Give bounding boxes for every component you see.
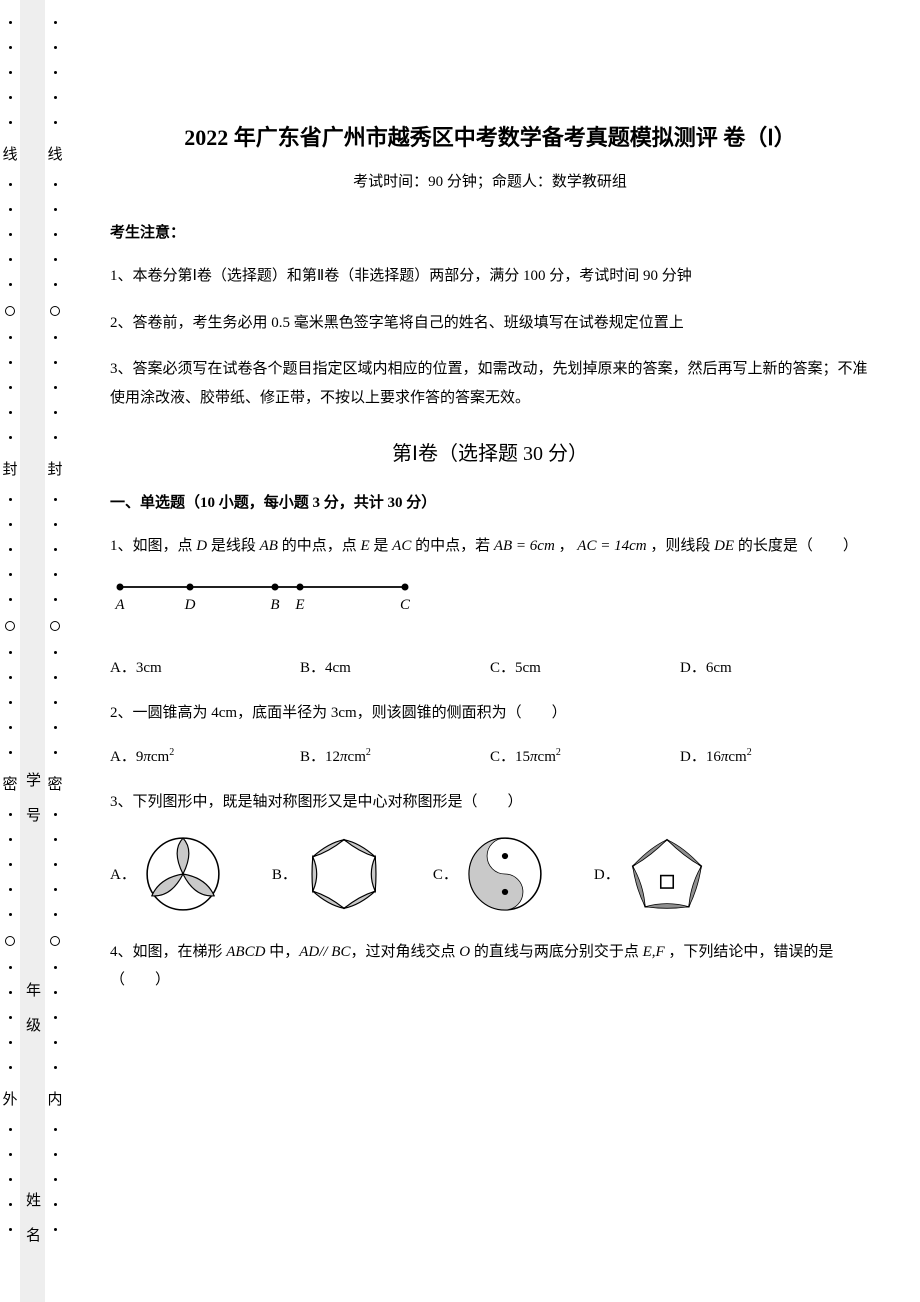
hexagon-arcs-icon [305,835,383,913]
notice-heading: 考生注意： [110,221,870,242]
svg-text:E: E [294,597,304,613]
q1-AB: AB [260,538,278,554]
q4-ABCD: ABCD [226,944,265,960]
q4-EF: E,F [643,944,665,960]
q1-text: 的中点，点 [278,538,361,554]
q2-opt-c: C．15πcm2 [490,745,680,766]
exam-subtitle: 考试时间：90 分钟；命题人：数学教研组 [110,170,870,191]
q2-opt-a: A．9πcm2 [110,745,300,766]
q3-options: A． B． [110,835,870,913]
notice-item-3: 3、答案必须写在试卷各个题目指定区域内相应的位置，如需改动，先划掉原来的答案，然… [110,355,870,412]
outer-dot-column: 线封密外 [0,0,20,1302]
section-1-title: 第Ⅰ卷（选择题 30 分） [110,437,870,466]
svg-text:C: C [400,597,410,613]
q4-text: 的直线与两底分别交于点 [470,944,643,960]
yinyang-icon [466,835,544,913]
q1-text: 1、如图，点 [110,538,196,554]
q1-text: 的中点，若 [411,538,494,554]
notice-item-2: 2、答卷前，考生务必用 0.5 毫米黑色签字笔将自己的姓名、班级填写在试卷规定位… [110,309,870,338]
page-content: 2022 年广东省广州市越秀区中考数学备考真题模拟测评 卷（Ⅰ） 考试时间：90… [110,120,900,1013]
q1-E: E [360,538,369,554]
q1-line-figure: A D BE C [110,579,870,631]
q3-opt-d: D． [594,835,706,913]
q2-options: A．9πcm2 B．12πcm2 C．15πcm2 D．16πcm2 [110,745,870,766]
q1-eq1: AB = 6cm [494,538,555,554]
q2-opt-b: B．12πcm2 [300,745,490,766]
q1-eq2: AC = 14cm [577,538,646,554]
question-2: 2、一圆锥高为 4cm，底面半径为 3cm，则该圆锥的侧面积为（ ） [110,699,870,728]
q4-text: 中， [265,944,299,960]
question-3: 3、下列图形中，既是轴对称图形又是中心对称图形是（ ） [110,788,870,817]
strip-label-grade: 年级 [22,982,43,1052]
q4-text: ，过对角线交点 [350,944,459,960]
strip-label-id: 学号 [22,772,43,842]
svg-text:D: D [184,597,196,613]
q1-text: 是线段 [207,538,260,554]
info-strip: 姓名 年级 学号 [20,0,45,1302]
q3-opt-c: C． [433,835,544,913]
q1-opt-c: C．5cm [490,656,680,677]
svg-text:B: B [270,597,279,613]
q1-DE: DE [714,538,734,554]
q3-opt-a: A． [110,835,222,913]
q4-rel: AD// BC [299,944,350,960]
q1-text: ， [555,538,578,554]
q1-opt-a: A．3cm [110,656,300,677]
q1-opt-b: B．4cm [300,656,490,677]
binding-margin: 线封密外 姓名 年级 学号 线封密内 [0,0,100,1302]
q1-text: ，则线段 [647,538,715,554]
q1-options: A．3cm B．4cm C．5cm D．6cm [110,656,870,677]
strip-label-name: 姓名 [22,1192,43,1262]
q1-AC: AC [392,538,411,554]
svg-text:A: A [114,597,125,613]
q1-text: 的长度是（ ） [734,538,858,554]
inner-dot-column: 线封密内 [45,0,65,1302]
question-1: 1、如图，点 D 是线段 AB 的中点，点 E 是 AC 的中点，若 AB = … [110,532,870,561]
pentagon-square-icon [628,835,706,913]
q3-opt-b: B． [272,835,383,913]
subsection-1: 一、单选题（10 小题，每小题 3 分，共计 30 分） [110,491,870,512]
q4-O: O [459,944,470,960]
q1-opt-d: D．6cm [680,656,870,677]
q1-D: D [196,538,207,554]
question-4: 4、如图，在梯形 ABCD 中，AD// BC，过对角线交点 O 的直线与两底分… [110,938,870,995]
notice-item-1: 1、本卷分第Ⅰ卷（选择题）和第Ⅱ卷（非选择题）两部分，满分 100 分，考试时间… [110,262,870,291]
trefoil-icon [144,835,222,913]
q2-opt-d: D．16πcm2 [680,745,870,766]
q1-text: 是 [370,538,393,554]
exam-title: 2022 年广东省广州市越秀区中考数学备考真题模拟测评 卷（Ⅰ） [110,120,870,152]
q4-text: 4、如图，在梯形 [110,944,226,960]
